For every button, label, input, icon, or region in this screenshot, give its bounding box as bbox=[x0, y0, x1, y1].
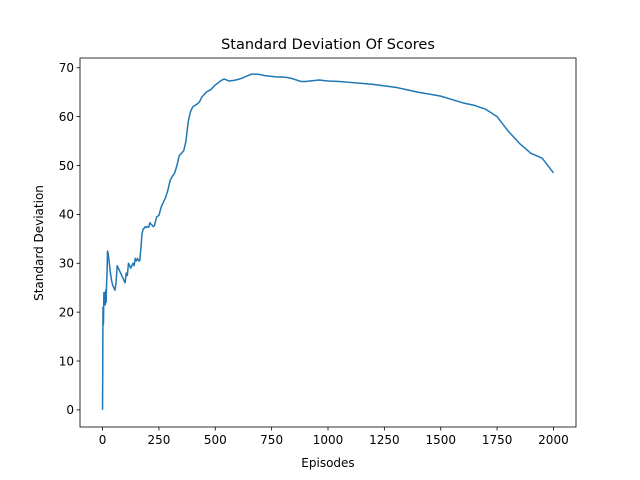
x-tick-label: 1000 bbox=[313, 433, 344, 447]
x-tick-label: 2000 bbox=[538, 433, 569, 447]
y-axis-ticks: 0 10 20 30 40 50 60 70 bbox=[59, 61, 80, 417]
x-tick-label: 500 bbox=[204, 433, 227, 447]
x-tick-label: 0 bbox=[99, 433, 107, 447]
y-axis-label: Standard Deviation bbox=[32, 185, 46, 301]
chart-title: Standard Deviation Of Scores bbox=[221, 37, 435, 53]
y-tick-label: 10 bbox=[59, 354, 74, 368]
y-tick-label: 70 bbox=[59, 61, 74, 75]
x-tick-label: 750 bbox=[260, 433, 283, 447]
y-tick-label: 40 bbox=[59, 208, 74, 222]
y-tick-label: 60 bbox=[59, 110, 74, 124]
x-axis-label: Episodes bbox=[301, 456, 354, 470]
x-tick-label: 1500 bbox=[425, 433, 456, 447]
x-tick-label: 1750 bbox=[482, 433, 513, 447]
y-tick-label: 50 bbox=[59, 159, 74, 173]
y-tick-label: 30 bbox=[59, 257, 74, 271]
x-axis-ticks: 0 250 500 750 1000 1250 1500 1750 2000 bbox=[99, 427, 569, 447]
y-tick-label: 20 bbox=[59, 305, 74, 319]
plot-area-frame bbox=[79, 57, 577, 428]
series-line bbox=[101, 73, 555, 410]
x-tick-label: 1250 bbox=[369, 433, 400, 447]
y-tick-label: 0 bbox=[66, 403, 74, 417]
x-tick-label: 250 bbox=[147, 433, 170, 447]
